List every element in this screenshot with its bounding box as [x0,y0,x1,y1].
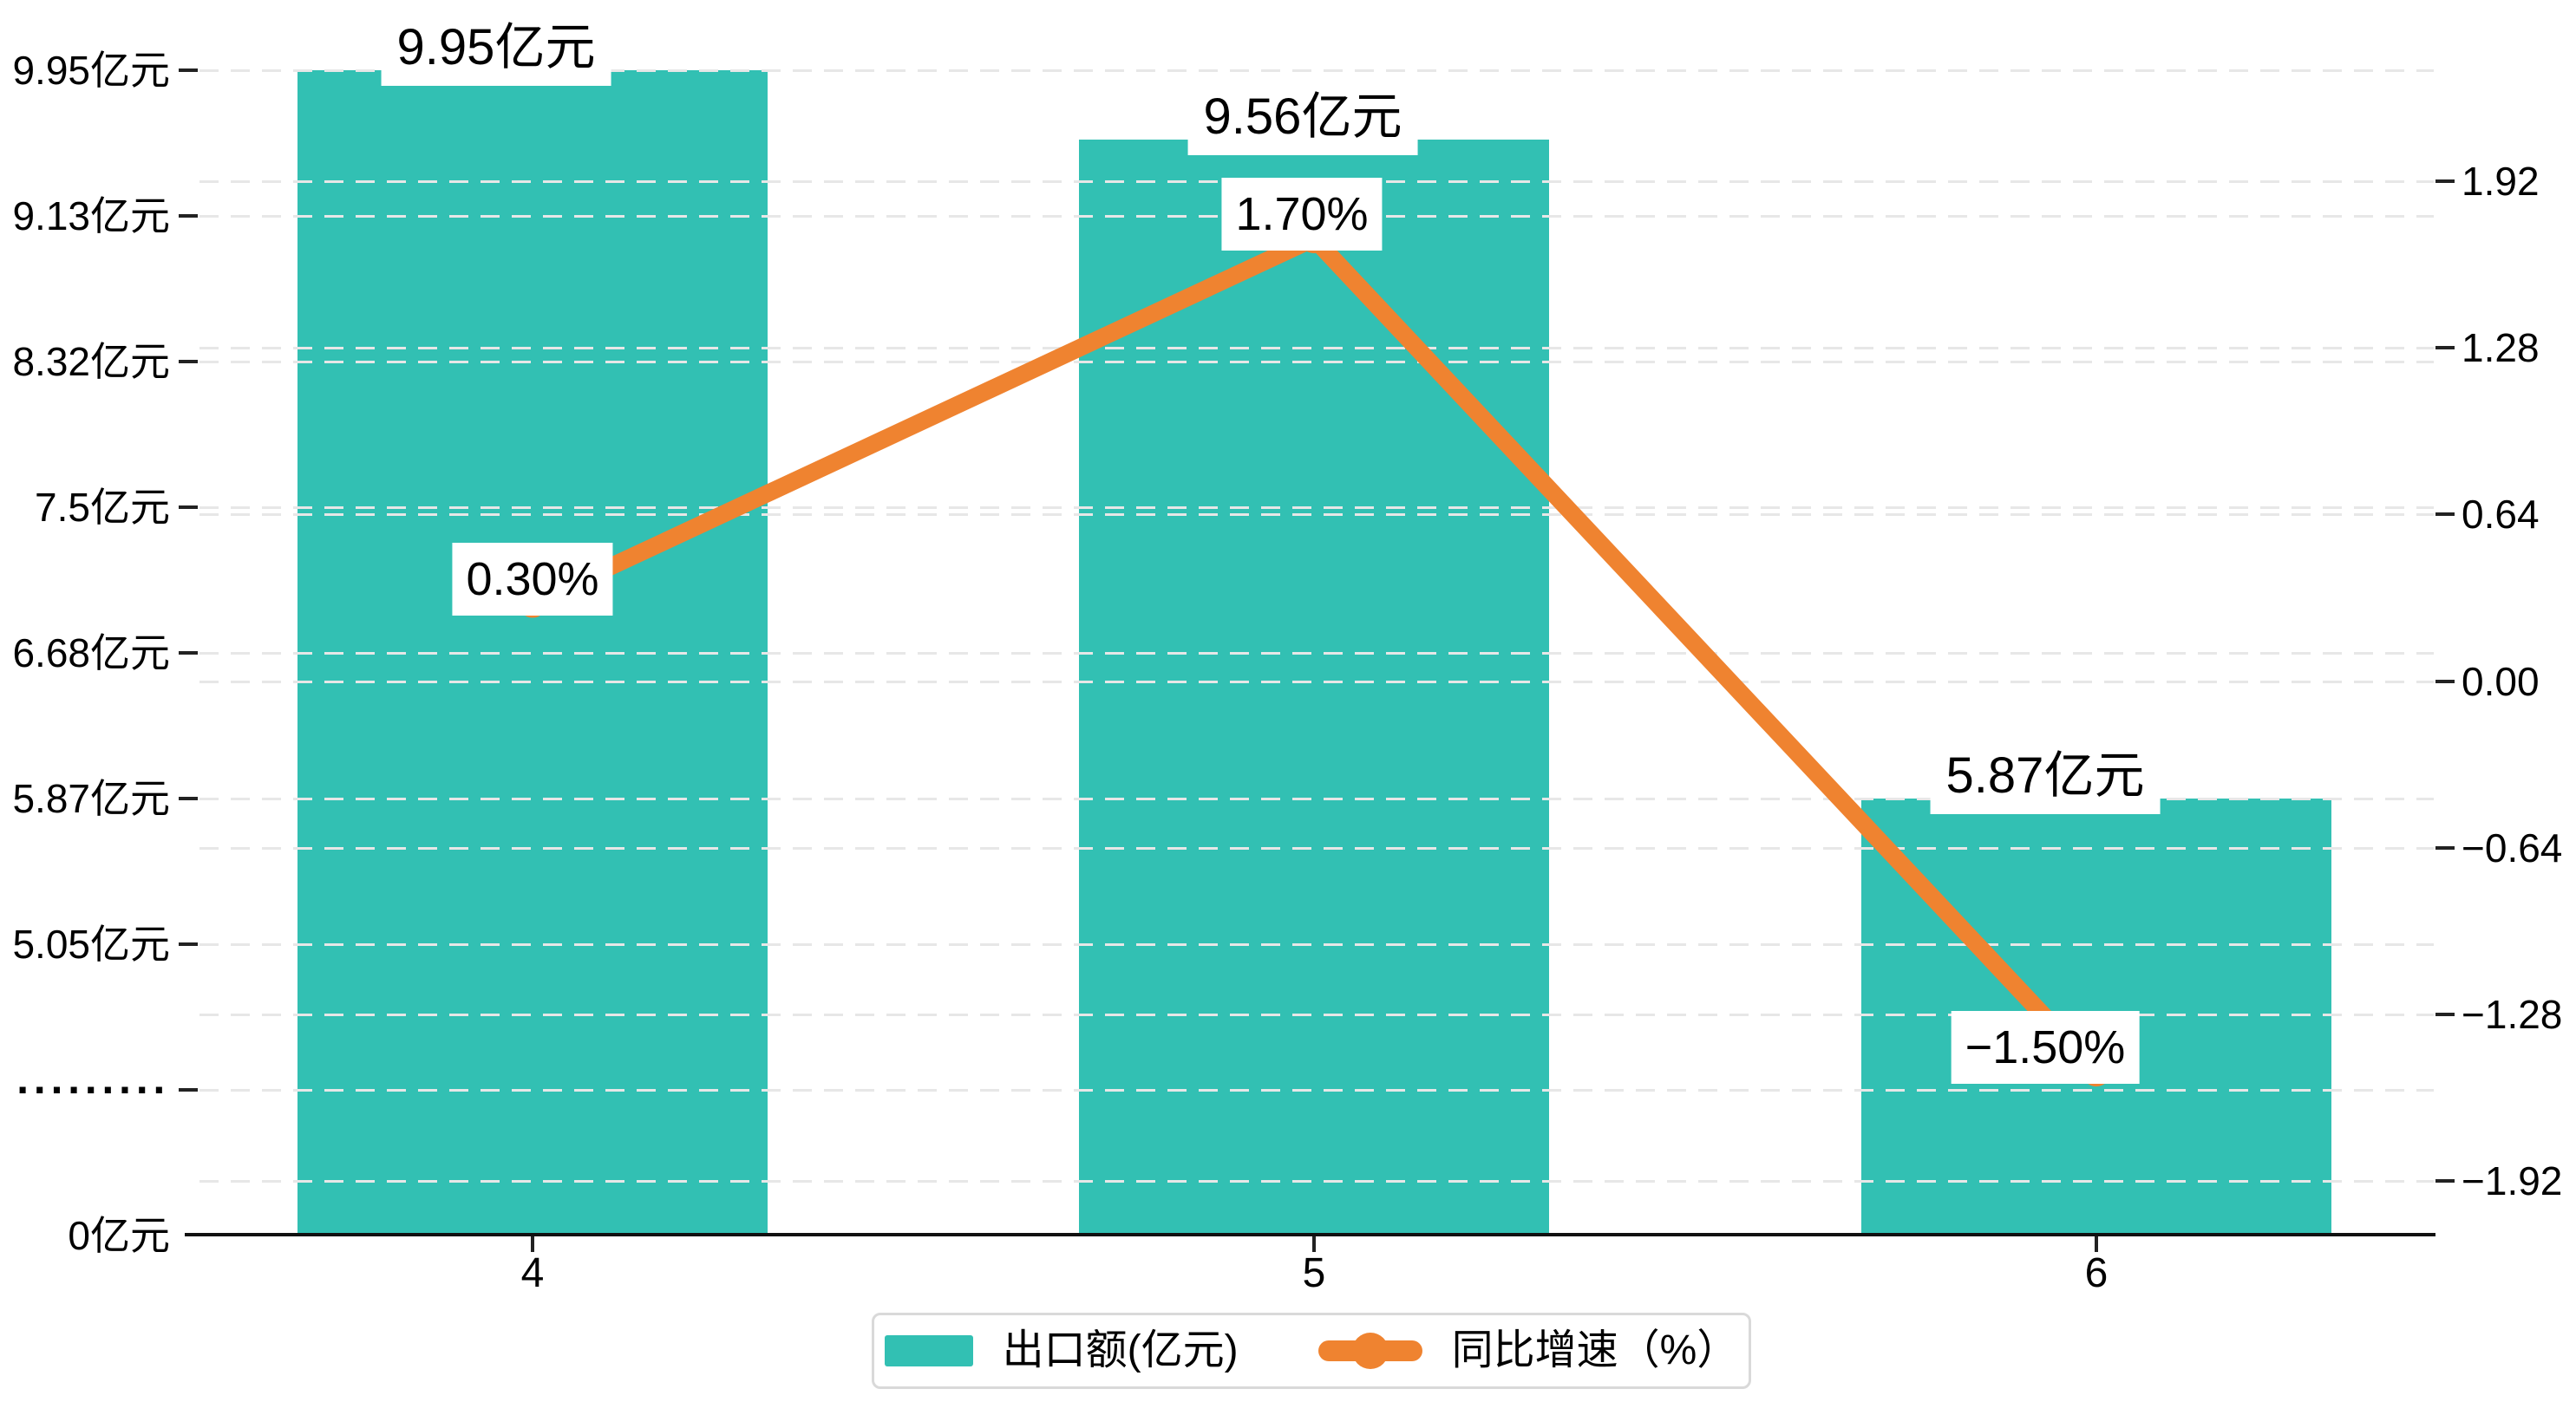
y-axis-tick-right [2435,845,2455,850]
y-axis-tick-left [179,68,198,72]
x-axis-label: 5 [1302,1250,1326,1296]
line-value-label: 0.30% [452,542,613,616]
x-axis-tick [531,1236,534,1252]
x-axis-label: 4 [520,1250,545,1296]
y-axis-tick-left [179,360,198,363]
y-axis-tick-right [2435,1179,2455,1184]
y-axis-tick-left [179,942,198,946]
y-axis-label-left: 5.87亿元 [12,776,170,821]
y-axis-label-right: 0.64 [2462,492,2540,538]
gridline [199,513,2434,517]
gridline [199,680,2434,683]
bar-month-5 [1079,139,1549,1236]
y-axis-tick-left [179,1088,198,1092]
bar-value-label: 9.95亿元 [381,10,611,86]
x-axis-tick [1312,1236,1316,1252]
y-axis-tick-left [179,505,198,509]
y-axis-label-left: 5.05亿元 [12,922,170,967]
bar-series-swatch [884,1335,973,1366]
y-axis-label-left: ········· [16,1066,170,1114]
x-axis-tick [2095,1236,2098,1252]
y-axis-label-left: 0亿元 [68,1213,170,1258]
y-axis-label-right: −1.92 [2462,1158,2563,1204]
bar-value-label: 5.87亿元 [1930,738,2161,814]
y-axis-label-left: 9.95亿元 [12,48,170,93]
y-axis-label-left: 9.13亿元 [12,193,170,238]
legend: 出口额(亿元) 同比增速（%） [872,1313,1751,1389]
y-axis-label-left: 7.5亿元 [35,485,170,530]
y-axis-tick-left [179,797,198,800]
line-value-label: −1.50% [1951,1011,2140,1085]
y-axis-tick-right [2435,679,2455,683]
y-axis-tick-right [2435,512,2455,517]
gridline [199,506,2434,509]
bar-value-label: 9.56亿元 [1187,78,1418,155]
y-axis-label-right: 1.92 [2462,159,2540,204]
legend-item-yoy-growth[interactable]: 同比增速（%） [1317,1327,1739,1373]
gridline [199,361,2434,363]
gridline [199,943,2434,946]
gridline [199,1014,2434,1016]
y-axis-tick-left [179,214,198,218]
gridline [199,1089,2434,1092]
y-axis-label-left: 8.32亿元 [12,339,170,384]
y-axis-label-right: 1.28 [2462,325,2540,371]
y-axis-label-right: 0.00 [2462,658,2540,704]
x-axis-line [185,1233,2435,1236]
y-axis-label-right: −1.28 [2462,992,2563,1037]
gridline [199,846,2434,850]
y-axis-label-left: 6.68亿元 [12,630,170,675]
y-axis-tick-right [2435,346,2455,350]
gridline [199,347,2434,350]
y-axis-tick-right [2435,1013,2455,1016]
gridline [199,652,2434,655]
gridline [199,798,2434,800]
legend-label-yoy-growth: 同比增速（%） [1451,1327,1739,1373]
gridline [199,1180,2434,1184]
legend-label-export-amount: 出口额(亿元) [1002,1327,1239,1373]
y-axis-tick-right [2435,179,2455,183]
line-series-marker [1317,1333,1422,1369]
gridline [199,69,2434,72]
y-axis-tick-left [179,651,198,655]
x-axis-label: 6 [2084,1250,2109,1296]
line-series-marker-dot [1351,1333,1389,1369]
line-value-label: 1.70% [1221,178,1383,251]
y-axis-label-right: −0.64 [2462,825,2563,871]
legend-item-export-amount[interactable]: 出口额(亿元) [884,1327,1239,1373]
